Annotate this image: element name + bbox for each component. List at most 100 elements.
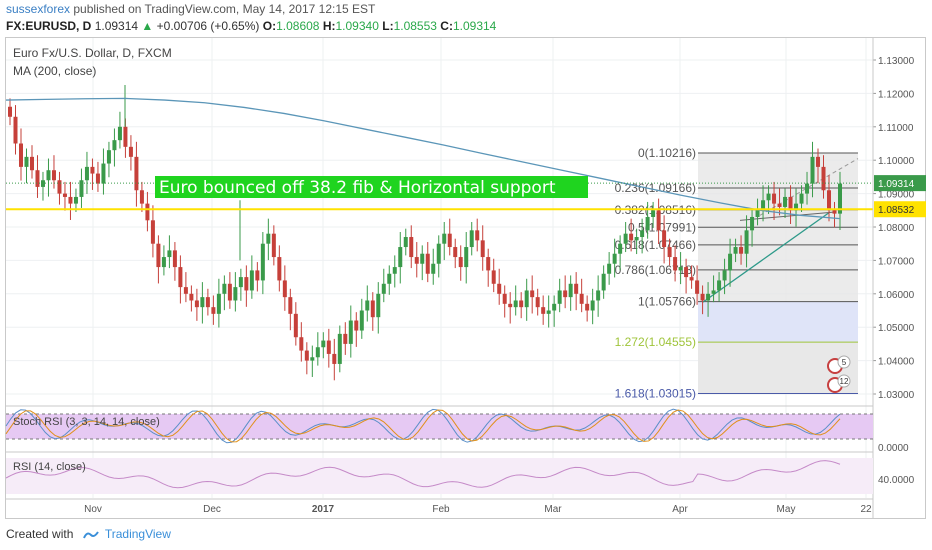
candle-body — [139, 190, 144, 204]
candle-body — [810, 156, 815, 184]
candle-body — [453, 247, 458, 258]
candle-body — [332, 353, 337, 364]
candle-body — [24, 156, 29, 167]
candle-body — [57, 180, 62, 194]
candle-body — [282, 280, 287, 298]
fib-label: 1(1.05766) — [638, 295, 696, 309]
candle-body — [216, 293, 221, 314]
author-link[interactable]: sussexforex — [6, 2, 71, 16]
candlesticks — [8, 85, 842, 381]
candle-body — [277, 257, 282, 281]
candle-body — [365, 300, 370, 311]
candle-body — [200, 297, 205, 308]
publish-line: sussexforex published on TradingView.com… — [6, 2, 375, 16]
candle-body — [123, 126, 128, 147]
candle-body — [629, 233, 634, 241]
candle-body — [354, 320, 359, 331]
candle-body — [761, 200, 766, 211]
trendline — [739, 211, 836, 221]
rsi-line — [5, 460, 841, 489]
candle-body — [667, 247, 672, 258]
candle-body — [563, 290, 568, 298]
price-tick: 1.05000 — [878, 323, 915, 334]
open-label: O: — [262, 19, 277, 33]
candle-body — [695, 280, 700, 294]
candle-body — [783, 196, 788, 207]
candle-body — [112, 140, 117, 151]
candle-body — [51, 170, 56, 181]
candle-body — [816, 156, 821, 167]
candle-body — [35, 170, 40, 187]
candle-body — [546, 310, 551, 314]
candle-body — [832, 210, 837, 214]
candle-body — [233, 287, 238, 301]
candle-body — [271, 233, 276, 258]
open-value: 1.08608 — [276, 19, 320, 33]
candle-body — [315, 347, 320, 358]
candle-body — [706, 293, 711, 301]
candle-body — [117, 126, 122, 141]
time-axis[interactable]: Nov Dec 2017 Feb Mar Apr May 22 — [6, 498, 873, 515]
price-axis[interactable]: 1.13000 1.12000 1.11000 1.10000 1.09000 1.080… — [872, 38, 926, 518]
candle-body — [381, 283, 386, 294]
support-price-tag-text: 1.08532 — [878, 205, 915, 216]
candle-body — [601, 273, 606, 291]
candle-body — [299, 337, 304, 351]
candle-body — [431, 263, 436, 274]
price-tick: 1.03000 — [878, 390, 915, 401]
candle-body — [497, 283, 502, 294]
candle-body — [326, 340, 331, 354]
candle-body — [469, 230, 474, 248]
price-tick: 1.08000 — [878, 223, 915, 234]
rsi-pane: RSI (14, close) 40.0000 — [5, 451, 915, 494]
candle-body — [645, 216, 650, 231]
candle-body — [684, 267, 689, 278]
time-tick: Apr — [672, 504, 688, 515]
candle-body — [167, 250, 172, 258]
candle-body — [106, 150, 111, 164]
candle-body — [662, 230, 667, 248]
time-tick: Dec — [203, 504, 221, 515]
candle-body — [73, 196, 78, 204]
candle-body — [211, 307, 216, 314]
candle-body — [623, 233, 628, 244]
candle-body — [321, 340, 326, 348]
price-tick: 1.12000 — [878, 89, 915, 100]
support-price-tag — [874, 201, 926, 218]
badge-count-text: 12 — [840, 377, 849, 386]
candle-body — [29, 156, 34, 171]
candle-body — [772, 193, 777, 204]
candle-body — [794, 203, 799, 211]
candle-body — [304, 350, 309, 361]
time-tick: May — [777, 504, 796, 515]
candle-body — [266, 233, 271, 244]
candle-body — [442, 233, 447, 244]
candle-body — [387, 273, 392, 284]
candle-body — [579, 293, 584, 304]
candle-body — [733, 247, 738, 254]
price-tick: 1.04000 — [878, 357, 915, 368]
candle-body — [568, 283, 573, 298]
time-tick: Feb — [432, 504, 450, 515]
tradingview-brand[interactable]: TradingView — [104, 527, 171, 541]
footer: Created with TradingView — [6, 527, 171, 541]
candle-body — [596, 290, 601, 301]
price-tick: 1.11000 — [878, 123, 914, 134]
overlays: 5 12 — [6, 182, 873, 393]
candle-body — [403, 237, 408, 248]
fib-retracement[interactable]: 0(1.10216)0.236(1.09166)0.382(1.08516)0.… — [615, 146, 858, 401]
time-tick: 22 — [860, 504, 872, 515]
tradingview-logo-icon — [82, 531, 99, 539]
annotation-box[interactable] — [155, 176, 588, 198]
candle-body — [618, 243, 623, 254]
candle-body — [805, 183, 810, 194]
candle-body — [519, 300, 524, 308]
close-value: 1.09314 — [452, 19, 497, 33]
symbol-label: FX:EURUSD, D — [6, 19, 92, 33]
candle-body — [189, 293, 194, 301]
time-tick: 2017 — [312, 504, 335, 515]
candle-body — [502, 293, 507, 304]
candle-body — [464, 247, 469, 268]
candle-body — [178, 267, 183, 288]
